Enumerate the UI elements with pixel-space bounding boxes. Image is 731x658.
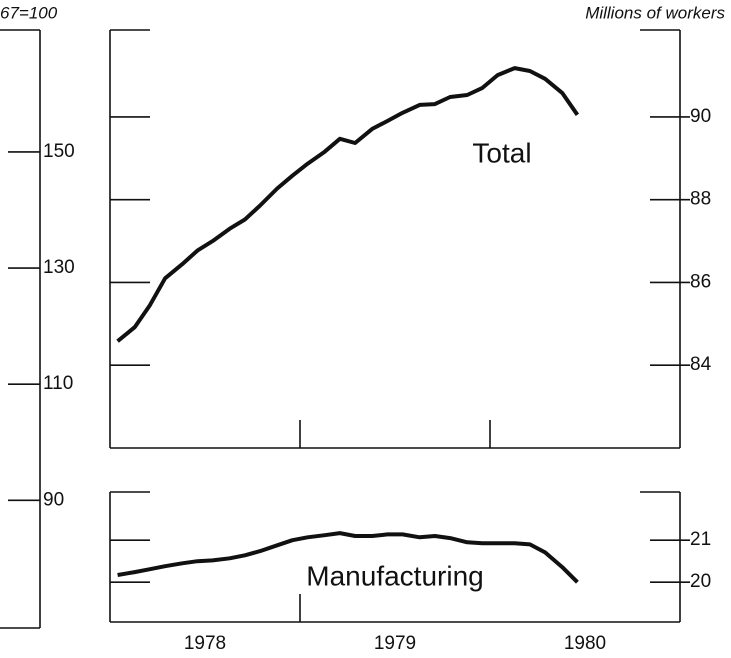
y-tick-label: 110: [43, 373, 73, 394]
left-axis-label: 67=100: [0, 3, 58, 22]
y-tick-label: 84: [690, 354, 712, 375]
y-tick-label: 86: [690, 271, 711, 292]
annotation: Manufacturing: [306, 560, 483, 591]
x-tick-label: 1979: [374, 633, 416, 654]
y-tick-label: 130: [43, 257, 75, 278]
annotation: Total: [472, 137, 531, 168]
x-tick-label: 1978: [184, 633, 226, 654]
y-tick-label: 21: [690, 529, 711, 550]
data-line: [117, 531, 579, 584]
y-tick-label: 90: [43, 489, 64, 510]
y-tick-label: 150: [43, 141, 75, 162]
y-axis-label: Millions of workers: [585, 3, 725, 22]
data-line: [116, 66, 580, 343]
x-tick-label: 1980: [564, 633, 606, 654]
y-tick-label: 20: [690, 571, 711, 592]
y-tick-label: 90: [690, 106, 711, 127]
y-tick-label: 88: [690, 189, 711, 210]
